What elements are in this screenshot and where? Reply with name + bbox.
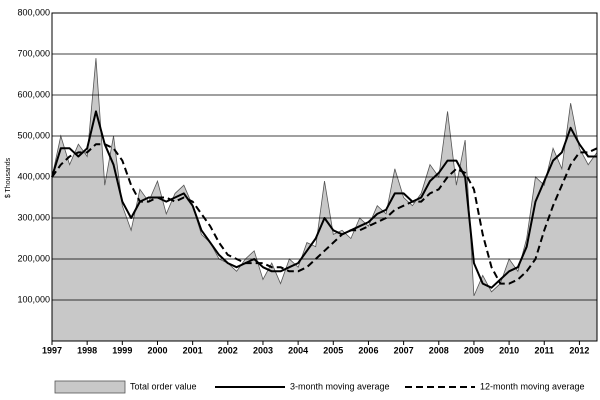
x-tick-label: 2001 xyxy=(183,345,203,355)
y-tick-label: 700,000 xyxy=(17,48,50,58)
legend-label: 3-month moving average xyxy=(290,381,390,391)
x-tick-label: 2012 xyxy=(569,345,589,355)
legend-swatch xyxy=(54,380,126,394)
x-tick-label: 2006 xyxy=(358,345,378,355)
x-tick-label: 2000 xyxy=(147,345,167,355)
y-tick-label: 200,000 xyxy=(17,253,50,263)
x-tick-label: 2010 xyxy=(499,345,519,355)
area xyxy=(52,58,597,341)
plot-frame xyxy=(51,12,598,342)
x-tick-label: 1997 xyxy=(42,345,62,355)
x-tick-label: 1998 xyxy=(77,345,97,355)
x-tick-label: 2004 xyxy=(288,345,308,355)
x-tick-label: 2005 xyxy=(323,345,343,355)
y-tick-label: 100,000 xyxy=(17,294,50,304)
y-axis-label: $ Thousands xyxy=(5,157,12,198)
line xyxy=(51,143,598,285)
x-tick-label: 2007 xyxy=(394,345,414,355)
x-tick-label: 2003 xyxy=(253,345,273,355)
x-tick-label: 2008 xyxy=(429,345,449,355)
line xyxy=(51,110,597,289)
y-tick-label: 400,000 xyxy=(17,171,50,181)
x-tick-label: 2011 xyxy=(534,345,554,355)
y-tick-label: 300,000 xyxy=(17,212,50,222)
x-tick-label: 2009 xyxy=(464,345,484,355)
x-tick-label: 1999 xyxy=(112,345,132,355)
x-tick-label: 2002 xyxy=(218,345,238,355)
y-tick-label: 500,000 xyxy=(17,130,50,140)
legend-label: Total order value xyxy=(130,381,197,391)
y-tick-label: 600,000 xyxy=(17,89,50,99)
y-tick-label: 800,000 xyxy=(17,7,50,17)
legend-label: 12-month moving average xyxy=(480,381,585,391)
area-outline xyxy=(51,58,598,297)
